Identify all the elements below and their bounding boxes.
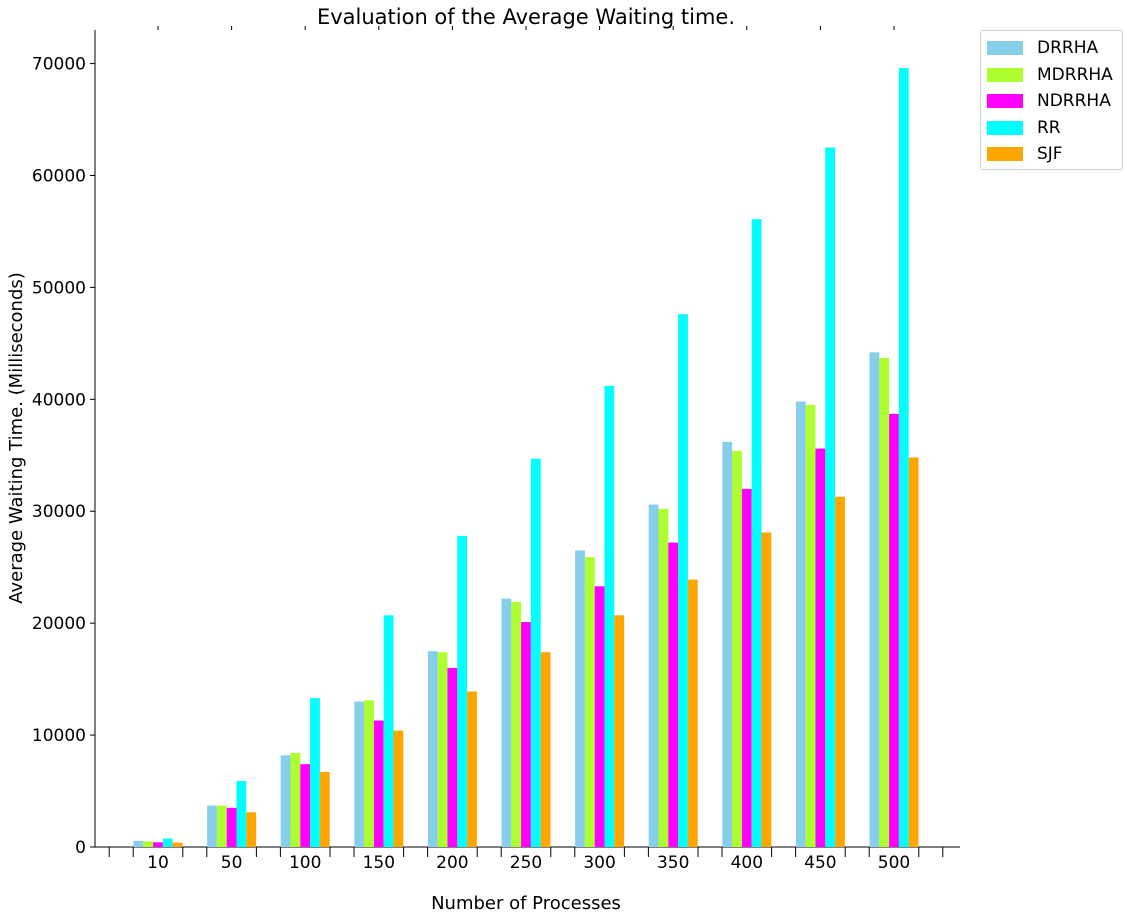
bar-drrha-50 <box>207 805 217 847</box>
bar-mdrrha-400 <box>732 450 742 847</box>
bar-sjf-400 <box>761 532 772 847</box>
bar-mdrrha-300 <box>584 557 595 847</box>
legend-item-sjf: SJF <box>987 143 1063 165</box>
y-tick-label: 0 <box>75 838 86 858</box>
bar-sjf-150 <box>393 730 404 847</box>
legend-item-drrha: DRRHA <box>987 37 1098 59</box>
legend-label: SJF <box>1037 144 1063 164</box>
legend-swatch <box>987 120 1023 135</box>
y-tick-label: 70000 <box>32 55 86 75</box>
bar-mdrrha-50 <box>216 805 227 847</box>
bar-ndrrha-10 <box>153 842 163 847</box>
x-tick-label: 450 <box>804 853 836 873</box>
bar-rr-350 <box>678 314 688 847</box>
bar-mdrrha-450 <box>805 404 816 847</box>
bar-drrha-400 <box>722 441 733 847</box>
y-tick-label: 30000 <box>32 502 86 522</box>
bar-drrha-500 <box>869 352 880 847</box>
bar-mdrrha-150 <box>364 700 374 847</box>
bar-ndrrha-100 <box>300 764 311 847</box>
legend-label: MDRRHA <box>1037 64 1113 85</box>
bar-sjf-300 <box>614 615 625 847</box>
bar-sjf-450 <box>835 496 845 847</box>
bar-sjf-10 <box>172 842 183 847</box>
bar-rr-250 <box>530 458 541 847</box>
legend-swatch <box>987 94 1023 108</box>
legend-item-mdrrha: MDRRHA <box>987 64 1113 86</box>
bar-mdrrha-500 <box>879 357 890 847</box>
bar-drrha-150 <box>354 701 365 847</box>
bar-sjf-500 <box>908 457 919 847</box>
bar-rr-10 <box>162 838 173 847</box>
x-tick-label: 200 <box>436 853 468 873</box>
y-tick-label: 20000 <box>32 614 86 634</box>
y-axis-label: Average Waiting Time. (Milliseconds) <box>6 272 27 604</box>
bar-rr-300 <box>604 385 615 847</box>
legend-swatch <box>987 147 1023 161</box>
legend: DRRHA MDRRHA NDRRHA RR SJF <box>980 30 1123 170</box>
bar-rr-150 <box>383 615 394 847</box>
x-tick-label: 300 <box>583 853 615 873</box>
legend-label: RR <box>1037 117 1061 138</box>
bar-sjf-200 <box>467 691 477 847</box>
x-tick-label: 50 <box>221 853 243 873</box>
legend-item-rr: RR <box>987 117 1061 139</box>
legend-label: NDRRHA <box>1037 91 1111 111</box>
chart-title: Evaluation of the Average Waiting time. <box>317 5 735 29</box>
x-tick-label: 350 <box>657 853 689 873</box>
bar-drrha-100 <box>280 755 291 847</box>
plot-area: 0 10000 20000 30000 40000 50000 60000 70000 10 50… <box>32 26 960 873</box>
bar-sjf-250 <box>540 652 551 847</box>
bar-rr-50 <box>236 780 247 847</box>
bar-drrha-200 <box>427 651 438 847</box>
y-tick-label: 60000 <box>32 166 86 186</box>
bar-drrha-250 <box>501 598 512 847</box>
y-tick-label: 50000 <box>32 278 86 298</box>
bar-ndrrha-250 <box>521 622 531 847</box>
bar-mdrrha-350 <box>658 509 669 847</box>
x-tick-label: 10 <box>147 853 169 873</box>
x-tick-label: 400 <box>731 853 763 873</box>
bar-rr-400 <box>751 219 762 847</box>
x-tick-label: 250 <box>510 853 542 873</box>
bar-rr-450 <box>825 147 836 848</box>
bar-ndrrha-300 <box>594 586 605 847</box>
legend-swatch <box>987 41 1023 55</box>
bar-drrha-450 <box>795 401 806 847</box>
x-tick-label: 150 <box>363 853 395 873</box>
bar-mdrrha-250 <box>511 601 522 847</box>
x-tick-label: 100 <box>289 853 321 873</box>
bar-rr-500 <box>898 68 909 847</box>
bar-rr-100 <box>310 698 320 847</box>
legend-item-ndrrha: NDRRHA <box>987 90 1111 112</box>
bar-drrha-300 <box>575 550 585 847</box>
bar-mdrrha-100 <box>290 752 301 847</box>
bar-ndrrha-150 <box>373 720 384 847</box>
x-tick-label: 500 <box>878 853 910 873</box>
bar-ndrrha-350 <box>668 542 679 847</box>
bar-mdrrha-10 <box>143 841 154 847</box>
bar-ndrrha-450 <box>815 448 826 847</box>
bar-rr-200 <box>457 535 468 847</box>
legend-label: DRRHA <box>1037 38 1099 58</box>
bar-ndrrha-400 <box>741 488 752 847</box>
legend-swatch <box>987 67 1023 82</box>
x-axis-label: Number of Processes <box>431 893 621 914</box>
bar-ndrrha-50 <box>226 807 237 847</box>
bar-ndrrha-500 <box>889 413 899 847</box>
bar-drrha-10 <box>133 840 144 847</box>
bar-mdrrha-200 <box>437 652 448 847</box>
y-tick-label: 40000 <box>32 390 86 410</box>
bar-ndrrha-200 <box>447 667 458 847</box>
bar-sjf-50 <box>246 812 257 847</box>
bar-drrha-350 <box>648 504 659 847</box>
y-tick-label: 10000 <box>32 726 86 746</box>
bar-sjf-100 <box>319 772 330 847</box>
bar-sjf-350 <box>687 579 698 847</box>
